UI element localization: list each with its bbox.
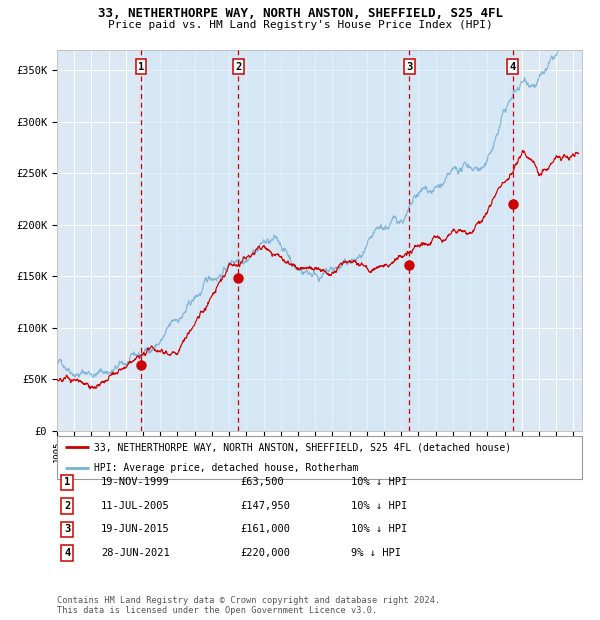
Text: 10% ↓ HPI: 10% ↓ HPI bbox=[351, 525, 407, 534]
Text: 11-JUL-2005: 11-JUL-2005 bbox=[101, 501, 170, 511]
Text: 3: 3 bbox=[64, 525, 70, 534]
Text: £63,500: £63,500 bbox=[240, 477, 284, 487]
Text: 4: 4 bbox=[509, 62, 516, 72]
Text: 4: 4 bbox=[64, 548, 70, 558]
Text: £147,950: £147,950 bbox=[240, 501, 290, 511]
Text: 28-JUN-2021: 28-JUN-2021 bbox=[101, 548, 170, 558]
Bar bbox=[141, 50, 513, 431]
Text: Price paid vs. HM Land Registry's House Price Index (HPI): Price paid vs. HM Land Registry's House … bbox=[107, 20, 493, 30]
Text: 9% ↓ HPI: 9% ↓ HPI bbox=[351, 548, 401, 558]
Text: 2: 2 bbox=[64, 501, 70, 511]
Text: 1: 1 bbox=[64, 477, 70, 487]
Text: 33, NETHERTHORPE WAY, NORTH ANSTON, SHEFFIELD, S25 4FL (detached house): 33, NETHERTHORPE WAY, NORTH ANSTON, SHEF… bbox=[94, 442, 511, 452]
FancyBboxPatch shape bbox=[57, 436, 582, 479]
Text: £220,000: £220,000 bbox=[240, 548, 290, 558]
Text: £161,000: £161,000 bbox=[240, 525, 290, 534]
Text: 10% ↓ HPI: 10% ↓ HPI bbox=[351, 477, 407, 487]
Text: HPI: Average price, detached house, Rotherham: HPI: Average price, detached house, Roth… bbox=[94, 463, 358, 473]
Text: 2: 2 bbox=[235, 62, 241, 72]
Text: 19-JUN-2015: 19-JUN-2015 bbox=[101, 525, 170, 534]
Text: 3: 3 bbox=[406, 62, 412, 72]
Text: 1: 1 bbox=[138, 62, 144, 72]
Text: 33, NETHERTHORPE WAY, NORTH ANSTON, SHEFFIELD, S25 4FL: 33, NETHERTHORPE WAY, NORTH ANSTON, SHEF… bbox=[97, 7, 503, 20]
Text: Contains HM Land Registry data © Crown copyright and database right 2024.
This d: Contains HM Land Registry data © Crown c… bbox=[57, 596, 440, 615]
Text: 19-NOV-1999: 19-NOV-1999 bbox=[101, 477, 170, 487]
Text: 10% ↓ HPI: 10% ↓ HPI bbox=[351, 501, 407, 511]
